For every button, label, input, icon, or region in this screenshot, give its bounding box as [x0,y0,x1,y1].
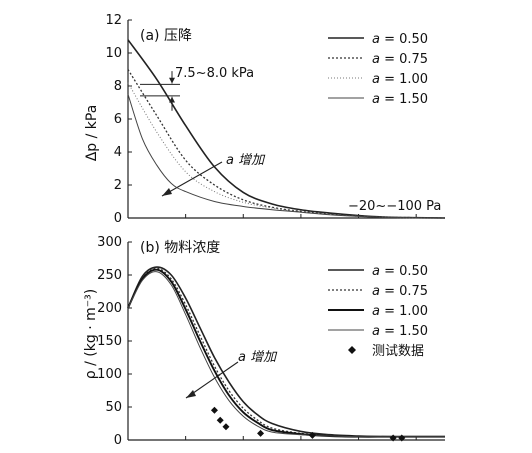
panel-b-legend: a = 0.50 a = 0.75 a = 1.00 a = 1.50 测试数据 [328,264,428,359]
y-tick-label: 10 [105,46,122,61]
legend-entry-label: a = 0.75 [372,52,428,67]
y-tick-label: 0 [114,211,122,226]
data-marker [389,434,397,442]
panel-a-series [127,39,446,219]
panel-b: 0 50 100 150 200 250 300 (b) 物料浓度 ρ / (kg · m⁻… [83,235,445,448]
increase-arrowhead [162,188,172,196]
data-marker [210,406,218,414]
legend-entry-label: a = 1.50 [372,324,428,339]
y-tick-label: 100 [97,367,122,382]
panel-a-arrow-label: a 增加 [226,153,266,168]
panel-a-title: (a) 压降 [140,28,192,44]
y-tick-label: 8 [114,79,122,94]
panel-a-legend: a = 0.50 a = 0.75 a = 1.00 a = 1.50 [328,32,428,107]
increase-arrow [161,161,223,197]
legend-entry-label: a = 1.00 [372,304,428,319]
y-tick-label: 6 [114,112,122,127]
legend-entry-label: a = 0.50 [372,32,428,47]
panel-a-band-label: 7.5~8.0 kPa [175,66,254,81]
data-marker [222,423,230,431]
y-tick-label: 200 [97,301,122,316]
panel-a-ylabel: Δp / kPa [84,105,100,162]
increase-arrow [185,361,239,399]
y-tick-label: 50 [105,400,122,415]
data-marker [257,429,265,437]
y-tick-label: 12 [105,13,122,28]
series-line-4 [127,94,446,219]
y-tick-label: 2 [114,178,122,193]
data-marker [398,434,406,442]
series-line-3 [127,82,446,219]
panel-a-axes: 0 2 4 6 8 10 12 [105,13,445,226]
y-tick-label: 0 [114,433,122,448]
increase-arrowhead [186,390,196,398]
data-marker [308,431,316,439]
y-tick-label: 4 [114,145,122,160]
y-tick-label: 250 [97,268,122,283]
data-marker [216,416,224,424]
y-tick-label: 300 [97,235,122,250]
panel-b-arrow-label: a 增加 [238,350,278,365]
legend-entry-label: a = 0.50 [372,264,428,279]
panel-b-series [127,266,445,442]
panel-a: 0 2 4 6 8 10 12 (a) 压降 Δp / kPa 7.5~8.0 kPa a … [84,13,446,226]
legend-entry-label: a = 1.50 [372,92,428,107]
legend-entry-label: a = 0.75 [372,284,428,299]
y-tick-label: 150 [97,334,122,349]
panel-b-title: (b) 物料浓度 [140,240,220,256]
band-arrowhead-down [169,77,175,84]
series-line-4 [127,271,445,438]
panel-b-ylabel: ρ / (kg · m⁻³) [83,289,99,379]
panel-b-axes: 0 50 100 150 200 250 300 [97,235,445,448]
legend-entry-label: a = 1.00 [372,72,428,87]
legend-marker-swatch [348,346,356,354]
legend-entry-label: 测试数据 [372,344,424,359]
panel-a-tail-label: −20~−100 Pa [348,199,441,214]
